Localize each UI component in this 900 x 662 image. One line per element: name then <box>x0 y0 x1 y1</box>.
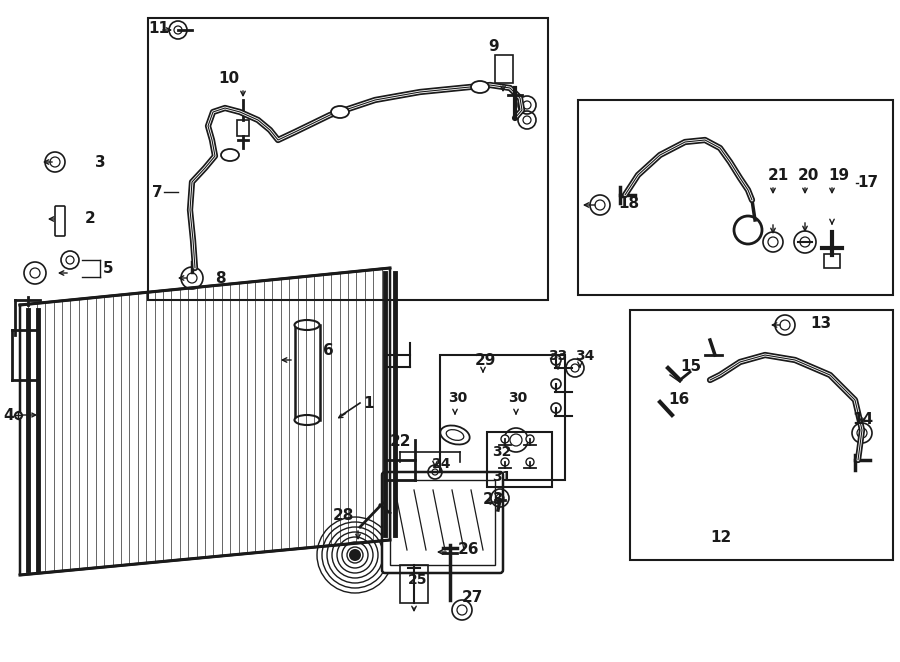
Circle shape <box>551 403 561 413</box>
Text: 16: 16 <box>668 393 689 408</box>
Circle shape <box>501 435 509 443</box>
Bar <box>495 55 513 83</box>
Text: 10: 10 <box>218 70 239 85</box>
Text: 32: 32 <box>492 445 511 459</box>
Text: 7: 7 <box>152 185 163 199</box>
Bar <box>630 310 893 560</box>
Circle shape <box>551 379 561 389</box>
Text: 19: 19 <box>828 167 849 183</box>
Circle shape <box>349 549 361 561</box>
Text: 21: 21 <box>768 167 789 183</box>
Text: 25: 25 <box>408 573 427 587</box>
Circle shape <box>526 435 534 443</box>
Bar <box>390 480 495 565</box>
Text: 23: 23 <box>483 493 504 508</box>
Text: 14: 14 <box>852 412 873 428</box>
Bar <box>237 120 249 136</box>
Ellipse shape <box>294 415 320 425</box>
Text: 28: 28 <box>333 508 355 524</box>
Text: 17: 17 <box>857 175 878 189</box>
Text: 18: 18 <box>618 195 639 211</box>
Circle shape <box>501 458 509 466</box>
Text: 30: 30 <box>448 391 467 405</box>
Bar <box>578 100 893 295</box>
FancyBboxPatch shape <box>55 206 65 236</box>
Text: 11: 11 <box>148 21 169 36</box>
Text: 29: 29 <box>475 352 497 367</box>
Text: 24: 24 <box>432 457 452 471</box>
Text: 3: 3 <box>95 154 105 169</box>
Text: 12: 12 <box>710 530 731 545</box>
Ellipse shape <box>440 426 470 444</box>
Text: 26: 26 <box>458 542 480 557</box>
Text: 13: 13 <box>810 316 831 330</box>
Text: 34: 34 <box>575 349 594 363</box>
Text: 9: 9 <box>488 38 499 54</box>
Circle shape <box>526 458 534 466</box>
Ellipse shape <box>221 149 239 161</box>
Text: 8: 8 <box>215 271 226 285</box>
Text: 2: 2 <box>85 211 95 226</box>
Text: 31: 31 <box>492 470 511 484</box>
Circle shape <box>551 355 561 365</box>
Text: 20: 20 <box>798 167 819 183</box>
Bar <box>295 325 320 420</box>
Bar <box>148 18 548 300</box>
Bar <box>440 355 565 480</box>
Text: 33: 33 <box>548 349 567 363</box>
Text: 5: 5 <box>103 261 113 275</box>
Text: 6: 6 <box>323 342 334 357</box>
FancyBboxPatch shape <box>382 472 503 573</box>
Bar <box>400 565 428 603</box>
Ellipse shape <box>446 430 464 440</box>
Text: 30: 30 <box>508 391 527 405</box>
Bar <box>824 254 840 268</box>
Ellipse shape <box>471 81 489 93</box>
Ellipse shape <box>331 106 349 118</box>
Text: 4: 4 <box>3 408 14 422</box>
Text: 22: 22 <box>390 434 411 449</box>
Bar <box>487 432 552 487</box>
Text: 27: 27 <box>462 591 483 606</box>
Ellipse shape <box>294 320 320 330</box>
Text: 1: 1 <box>363 395 374 410</box>
Text: 15: 15 <box>680 359 701 373</box>
